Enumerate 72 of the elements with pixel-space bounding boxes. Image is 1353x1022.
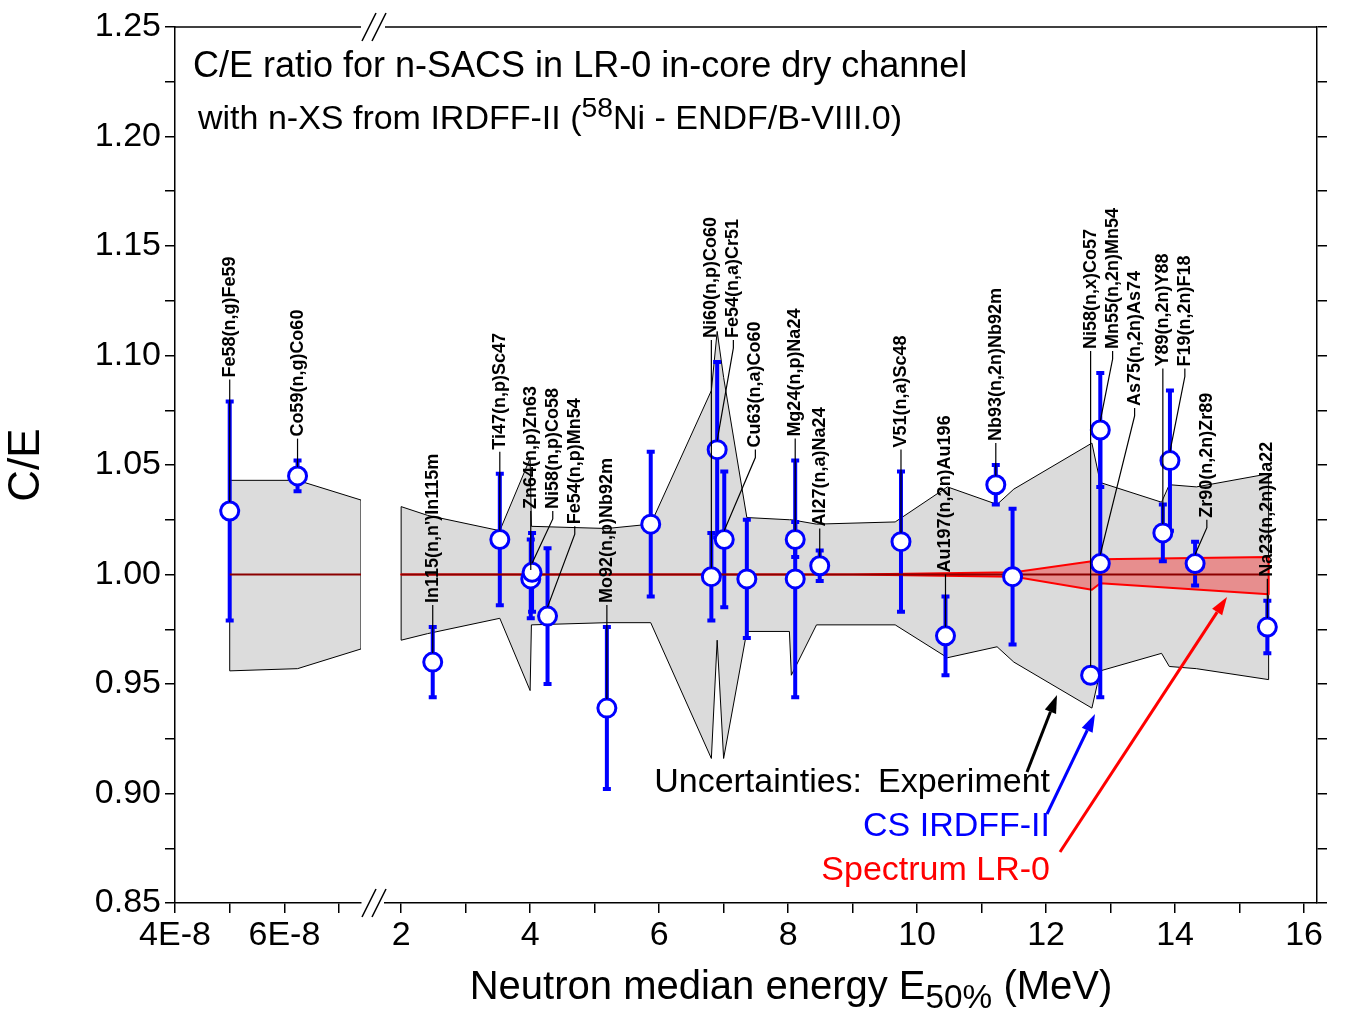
- point: [537, 605, 559, 627]
- point: [890, 531, 912, 553]
- point: [1002, 566, 1024, 588]
- annotation: Ti47(n,p)Sc47: [488, 333, 509, 450]
- point: [521, 561, 543, 583]
- point: [640, 513, 662, 535]
- x-tick-label: 4: [520, 913, 540, 952]
- annotation: Cu63(n,a)Co60: [744, 321, 765, 448]
- annotation: Fe58(n,g)Fe59: [218, 256, 239, 378]
- y-tick-label: 0.95: [94, 662, 161, 701]
- y-tick-label: 1.00: [94, 552, 161, 591]
- point: [934, 625, 956, 647]
- x-tick-label: 10: [898, 913, 937, 952]
- annotation: Fe54(n,a)Cr51: [722, 219, 743, 339]
- y-tick-label: 1.15: [94, 224, 161, 263]
- point: [1089, 553, 1111, 575]
- x-tick-label: 6E-8: [248, 913, 321, 952]
- y-tick-label: 0.90: [94, 771, 161, 810]
- point: [422, 651, 444, 673]
- annotation: Zn64(n,p)Zn63: [519, 385, 540, 509]
- point: [1152, 522, 1174, 544]
- legend-label: Spectrum LR-0: [821, 849, 1050, 887]
- point: [784, 528, 806, 550]
- y-tick-label: 1.10: [94, 333, 161, 372]
- point: [1089, 419, 1111, 441]
- y-axis-title: C/E: [0, 428, 48, 502]
- point: [1159, 450, 1181, 472]
- annotation: V51(n,a)Sc48: [889, 335, 910, 448]
- point: [713, 528, 735, 550]
- point: [784, 568, 806, 590]
- point: [489, 528, 511, 550]
- annotation: Ni60(n,p)Co60: [700, 217, 721, 339]
- annotation: F19(n,2n)F18: [1173, 255, 1194, 367]
- point: [700, 566, 722, 588]
- annotation: Uncertainties:: [654, 761, 863, 799]
- point: [1080, 664, 1102, 686]
- annotation: Ni58(n,x)Co57: [1079, 228, 1100, 350]
- point: [1256, 616, 1278, 638]
- x-tick-label: 8: [778, 913, 798, 952]
- x-axis-title: Neutron median energy E$_{50%}$ (MeV): [468, 963, 1114, 1015]
- x-tick-label: 16: [1285, 913, 1324, 952]
- legend-label: Experiment: [878, 761, 1051, 799]
- x-tick-label: 12: [1027, 913, 1066, 952]
- point: [736, 568, 758, 590]
- annotation: In115(n,n')In115m: [421, 453, 442, 604]
- annotation: Mn55(n,2n)Mn54: [1101, 208, 1122, 350]
- x-tick-label: 6: [649, 913, 669, 952]
- text: with n-XS from IRDFF-II ($^{58}$Ni - ENDF/B-VIII.0): [198, 91, 903, 137]
- annotation: Nb93(n,2n)Nb92m: [984, 287, 1005, 441]
- point: [809, 555, 831, 577]
- text: CS IRDFF-II: [863, 805, 1050, 843]
- annotation: Y89(n,2n)Y88: [1151, 253, 1172, 367]
- annotation: Zr90(n,2n)Zr89: [1195, 392, 1216, 518]
- y-tick-label: 1.25: [94, 5, 161, 44]
- y-tick-label: 1.05: [94, 443, 161, 482]
- y-tick-label: 1.20: [94, 114, 161, 153]
- annotation: Mg24(n,p)Na24: [784, 308, 805, 437]
- annotation: Mo92(n,p)Nb92m: [595, 458, 616, 604]
- text: C/E ratio for n-SACS in LR-0 in-core dry channel: [193, 44, 968, 85]
- point: [596, 697, 618, 719]
- annotation: Fe54(n,p)Mn54: [563, 398, 584, 525]
- annotation: Al27(n,a)Na24: [808, 407, 829, 527]
- annotation: Na23(n,2n)Na22: [1256, 441, 1277, 577]
- x-tick-label: 2: [391, 913, 411, 952]
- point: [985, 474, 1007, 496]
- annotation: Au197(n,2n)Au196: [934, 415, 955, 573]
- annotation: As75(n,2n)As74: [1123, 270, 1144, 406]
- annotation: Co59(n,g)Co60: [286, 309, 307, 437]
- point: [706, 439, 728, 461]
- x-tick-label: 14: [1156, 913, 1195, 952]
- annotation: Ni58(n,p)Co58: [541, 387, 562, 509]
- point: [1184, 553, 1206, 575]
